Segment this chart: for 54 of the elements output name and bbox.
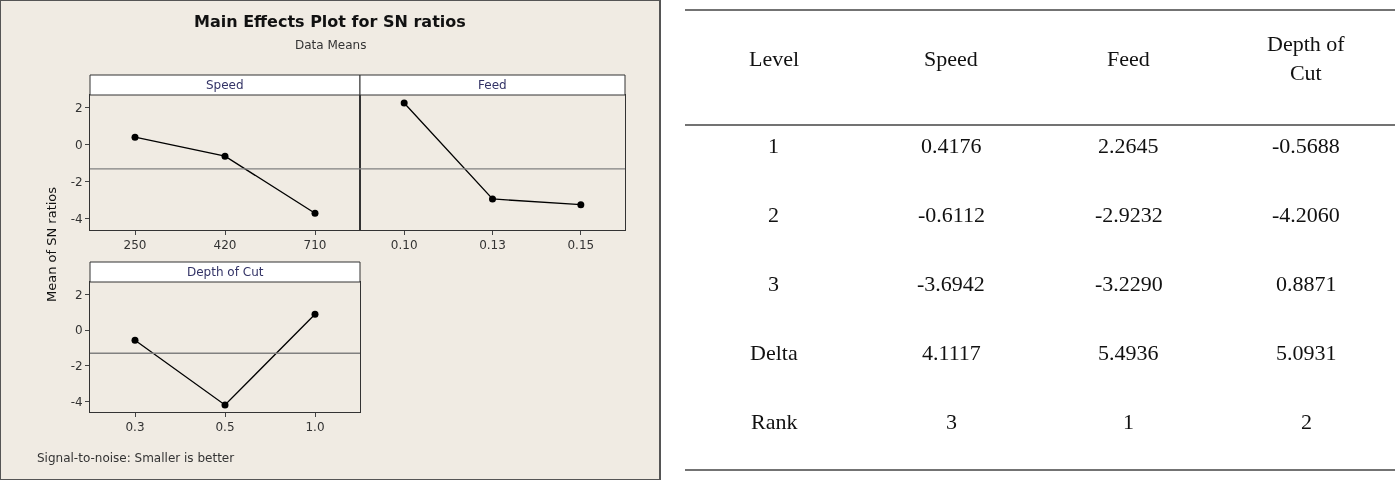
point	[131, 133, 139, 141]
x-tick-label: 250	[123, 238, 147, 253]
text: -4.2060	[1272, 202, 1340, 227]
text: Data Means	[295, 38, 367, 52]
x-tick-label: 710	[303, 238, 327, 253]
chart-title: Speed	[206, 78, 244, 92]
text: 5.0931	[1276, 340, 1337, 365]
text: -3.6942	[917, 271, 985, 296]
point	[221, 401, 229, 409]
text: 3	[946, 409, 957, 434]
chart-title: Depth of Cut	[187, 265, 264, 279]
text: 2	[768, 202, 779, 227]
text: 1	[1123, 409, 1134, 434]
y-tick-label: 2	[74, 101, 83, 116]
point	[221, 152, 229, 160]
y-tick-label: -4	[70, 394, 83, 409]
x-tick-label: 0.15	[567, 238, 595, 253]
text: -0.6112	[918, 202, 986, 227]
y-tick-label: 2	[74, 287, 83, 302]
point	[311, 209, 319, 217]
y-tick-label: -2	[70, 175, 83, 190]
x-tick-label: 1.0	[305, 420, 325, 435]
text: -3.2290	[1095, 271, 1163, 296]
y-axis-title: Mean of SN ratios	[44, 186, 59, 302]
category-label: Depth of Cut	[1267, 31, 1346, 85]
text: 0.4176	[921, 133, 982, 158]
point	[311, 310, 319, 318]
y-tick-label: -4	[70, 212, 83, 227]
x-tick-label: 0.5	[215, 420, 235, 435]
text: -2.9232	[1095, 202, 1163, 227]
category-label: Level	[749, 46, 800, 71]
category-label: Speed	[924, 46, 978, 71]
text: 4.1117	[922, 340, 981, 365]
text: 2.2645	[1098, 133, 1159, 158]
text: Rank	[751, 409, 798, 434]
text: 0.8871	[1276, 271, 1337, 296]
y-tick-label: 0	[74, 138, 83, 153]
x-tick-label: 0.13	[479, 238, 506, 253]
text: Signal-to-noise: Smaller is better	[37, 451, 235, 465]
text: 5.4936	[1098, 340, 1159, 365]
x-tick-label: 0.3	[125, 420, 145, 435]
text: -0.5688	[1272, 133, 1340, 158]
text: 3	[768, 271, 779, 296]
point	[131, 336, 139, 344]
y-tick-label: 0	[74, 323, 83, 338]
text: Delta	[750, 340, 798, 365]
x-tick-label: 420	[213, 238, 237, 253]
x-tick-label: 0.10	[390, 238, 418, 253]
y-tick-label: -2	[70, 358, 83, 373]
chart-title: Feed	[478, 78, 507, 92]
text: 2	[1301, 409, 1312, 434]
text: 1	[768, 133, 779, 158]
text: Main Effects Plot for SN ratios	[194, 12, 466, 31]
category-label: Feed	[1107, 46, 1150, 71]
